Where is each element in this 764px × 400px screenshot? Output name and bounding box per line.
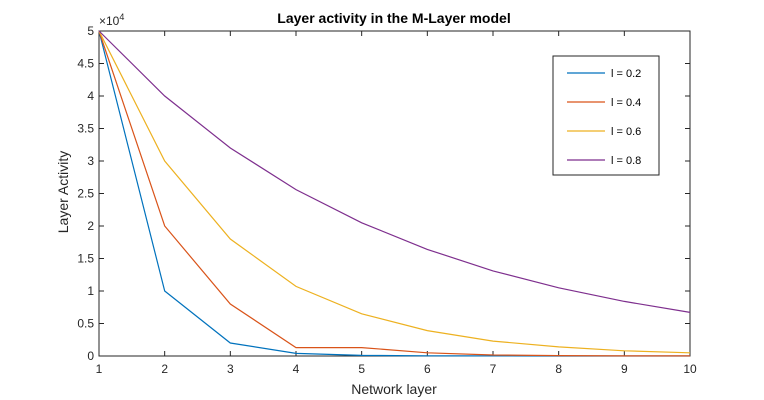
y-tick-label: 1.5 (77, 252, 94, 266)
y-exponent-base: ×10 (99, 14, 120, 28)
y-exponent-power: 4 (119, 12, 124, 22)
series-line-3 (98, 30, 691, 354)
y-tick-label: 2 (87, 219, 94, 233)
y-tick-label: 3 (87, 154, 94, 168)
y-tick-label: 0.5 (77, 317, 94, 331)
y-tick-label: 4.5 (77, 57, 94, 71)
y-tick-label: 0 (87, 349, 94, 363)
y-tick-label: 3.5 (77, 122, 94, 136)
series-line-2 (98, 30, 690, 357)
x-tick-label: 9 (621, 362, 628, 376)
x-tick-label: 5 (358, 362, 365, 376)
plot-area: 1 2 3 4 5 6 7 8 9 10 0 0.5 1 1.5 2 2.5 3 3.5 4 4.5 5 l = 0.2 l… (77, 24, 697, 376)
x-tick-label: 2 (161, 362, 168, 376)
x-axis-label: Network layer (351, 381, 437, 397)
y-tick-label: 4 (87, 89, 94, 103)
x-tick-label: 10 (683, 362, 697, 376)
x-tick-label: 1 (96, 362, 103, 376)
y-tick-label: 1 (87, 284, 94, 298)
legend-entry-label: l = 0.2 (611, 68, 641, 80)
legend-entry-label: l = 0.4 (611, 97, 641, 109)
x-tick-label: 4 (293, 362, 300, 376)
x-tick-label: 8 (555, 362, 562, 376)
legend-box (552, 55, 660, 176)
series-line-4 (98, 30, 691, 313)
x-tick-label: 3 (227, 362, 234, 376)
chart-title: Layer activity in the M-Layer model (277, 10, 510, 26)
y-tick-label: 5 (87, 24, 94, 38)
x-tick-label: 6 (424, 362, 431, 376)
y-axis-label: Layer Activity (55, 151, 71, 233)
legend-entry-label: l = 0.6 (611, 126, 641, 138)
legend-entry-label: l = 0.8 (611, 155, 641, 167)
x-tick-label: 7 (490, 362, 497, 376)
y-axis-exponent: ×104 (99, 12, 124, 28)
y-tick-label: 2.5 (77, 187, 94, 201)
